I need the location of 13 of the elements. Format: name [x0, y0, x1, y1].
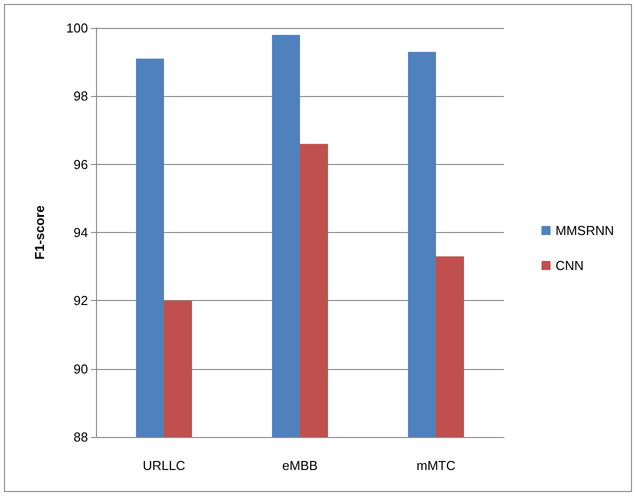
y-tick-label: 96 — [74, 156, 88, 172]
y-tick-label: 90 — [74, 361, 88, 376]
y-tick-label: 98 — [74, 88, 88, 104]
y-tick-label: 88 — [74, 430, 88, 444]
y-tick-label: 94 — [74, 225, 88, 240]
y-tick-label: 100 — [66, 20, 88, 36]
y-axis-title: F1-score — [32, 205, 47, 260]
y-tick-label: 92 — [74, 293, 88, 308]
legend-label: CNN — [556, 258, 584, 273]
x-tick-label: mMTC — [416, 458, 456, 473]
x-tick-label: URLLC — [142, 458, 186, 473]
legend-label: MMSRNN — [556, 223, 614, 238]
x-tick-label: eMBB — [282, 458, 318, 473]
